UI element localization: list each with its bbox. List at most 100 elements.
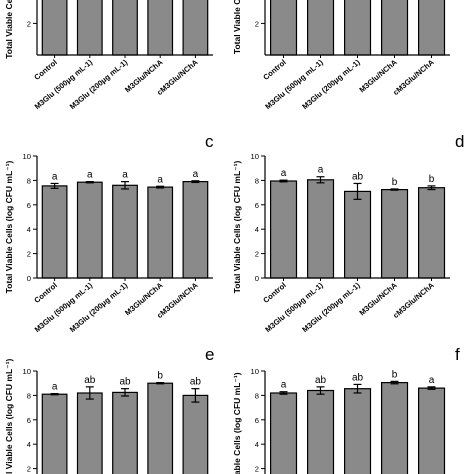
chart-panel-f: a ab ab b a 2 4 6 8 10 iable Cells (log CFU mL⁻¹) f [232,345,460,474]
y-tick-label: 4 [27,225,31,234]
bar [307,0,335,56]
y-tick-label: 6 [27,416,31,425]
bar [41,185,68,279]
bar [76,392,103,474]
panel-letter: f [455,345,460,364]
significance-label: b [392,177,398,188]
significance-label: a [52,382,58,393]
x-tick-label: M3Glu (500μg mL-1) [33,57,95,111]
y-tick-label: 4 [27,440,31,449]
bar [418,187,446,279]
bar [112,0,138,56]
y-tick-label: 2 [27,19,31,28]
bar [418,0,446,56]
bar [182,181,209,279]
y-tick-label: 2 [255,465,259,474]
x-tick-label: M3Glu (200μg mL-1) [68,57,130,111]
significance-label: a [318,165,324,176]
panel-letter: e [205,345,214,364]
bar [307,389,335,474]
significance-label: a [193,169,199,180]
bar [381,382,409,474]
chart-panel-2: 42ControlM3Glu (500μg mL-1)M3Glu (200μg … [232,0,450,111]
significance-label: ab [352,372,364,383]
bar [381,189,409,279]
bar [418,387,446,474]
y-tick-label: 8 [255,176,259,185]
chart-panel-1: 42ControlM3Glu (500μg mL-1)M3Glu (200μg … [4,0,213,111]
y-tick-label: 10 [251,367,259,376]
significance-label: b [157,371,163,382]
x-tick-label: M3Glu (500μg mL-1) [33,280,95,334]
bar [76,181,103,279]
y-axis-label: Total Viable Cells (log CFU mL⁻¹) [4,161,14,294]
significance-label: a [429,375,435,386]
bar [270,0,298,56]
x-tick-label: Control [261,58,287,82]
x-tick-label: M3Glu (200μg mL-1) [68,280,130,334]
y-tick-label: 6 [255,201,259,210]
bar [344,388,372,474]
bar [112,184,138,279]
bar [41,393,68,474]
bar [182,394,209,474]
significance-label: a [281,380,287,391]
y-tick-label: 2 [27,250,31,259]
significance-label: a [52,171,58,182]
x-tick-label: Control [261,281,287,305]
bar [41,0,68,56]
y-axis-label: Total Viable Cells (log CFU mL⁻¹) [232,161,242,294]
significance-label: ab [315,375,327,386]
y-tick-label: 10 [251,152,259,161]
significance-label: ab [84,375,96,386]
y-tick-label: 8 [27,176,31,185]
y-tick-label: 8 [27,391,31,400]
bar [147,382,174,474]
y-tick-label: 10 [23,152,31,161]
significance-label: ab [352,171,364,182]
significance-label: a [87,170,93,181]
panel-letter: c [205,132,214,151]
y-tick-label: 4 [255,225,259,234]
panel-letter: d [455,132,464,151]
y-tick-label: 2 [255,19,259,28]
y-axis-label: Total Viable Ce [232,0,242,54]
significance-label: ab [119,377,131,388]
bar [147,0,174,56]
significance-label: b [392,369,398,380]
y-tick-label: 6 [27,201,31,210]
significance-label: ab [190,377,202,388]
bar [147,186,174,279]
y-axis-label: Total Viable Cells [4,0,14,59]
y-tick-label: 10 [23,367,31,376]
x-tick-label: Control [32,281,58,305]
bar [344,0,372,56]
significance-label: a [281,168,287,179]
x-tick-label: cM3Glu/NChA [391,57,436,97]
y-tick-label: 4 [255,440,259,449]
y-tick-label: 2 [255,250,259,259]
bar [307,179,335,279]
y-tick-label: 0 [255,274,259,283]
y-axis-label: iable Cells (log CFU mL⁻¹) [232,372,242,474]
x-tick-label: Control [32,58,58,82]
y-tick-label: 2 [27,465,31,474]
y-axis-label: Total Viable Cells (log CFU mL⁻¹) [4,359,14,474]
bar [112,391,138,474]
y-tick-label: 8 [255,391,259,400]
bar [76,0,103,56]
bar [381,0,409,56]
significance-label: a [157,174,163,185]
bar [270,180,298,279]
y-tick-label: 0 [27,274,31,283]
y-tick-label: 6 [255,416,259,425]
bar [344,190,372,279]
significance-label: a [122,170,128,181]
significance-label: b [429,174,435,185]
bar [270,392,298,474]
chart-panel-e: a ab ab b ab 2 4 6 8 10 Total Viable Cells (log CF… [4,345,214,474]
bar [182,0,209,56]
